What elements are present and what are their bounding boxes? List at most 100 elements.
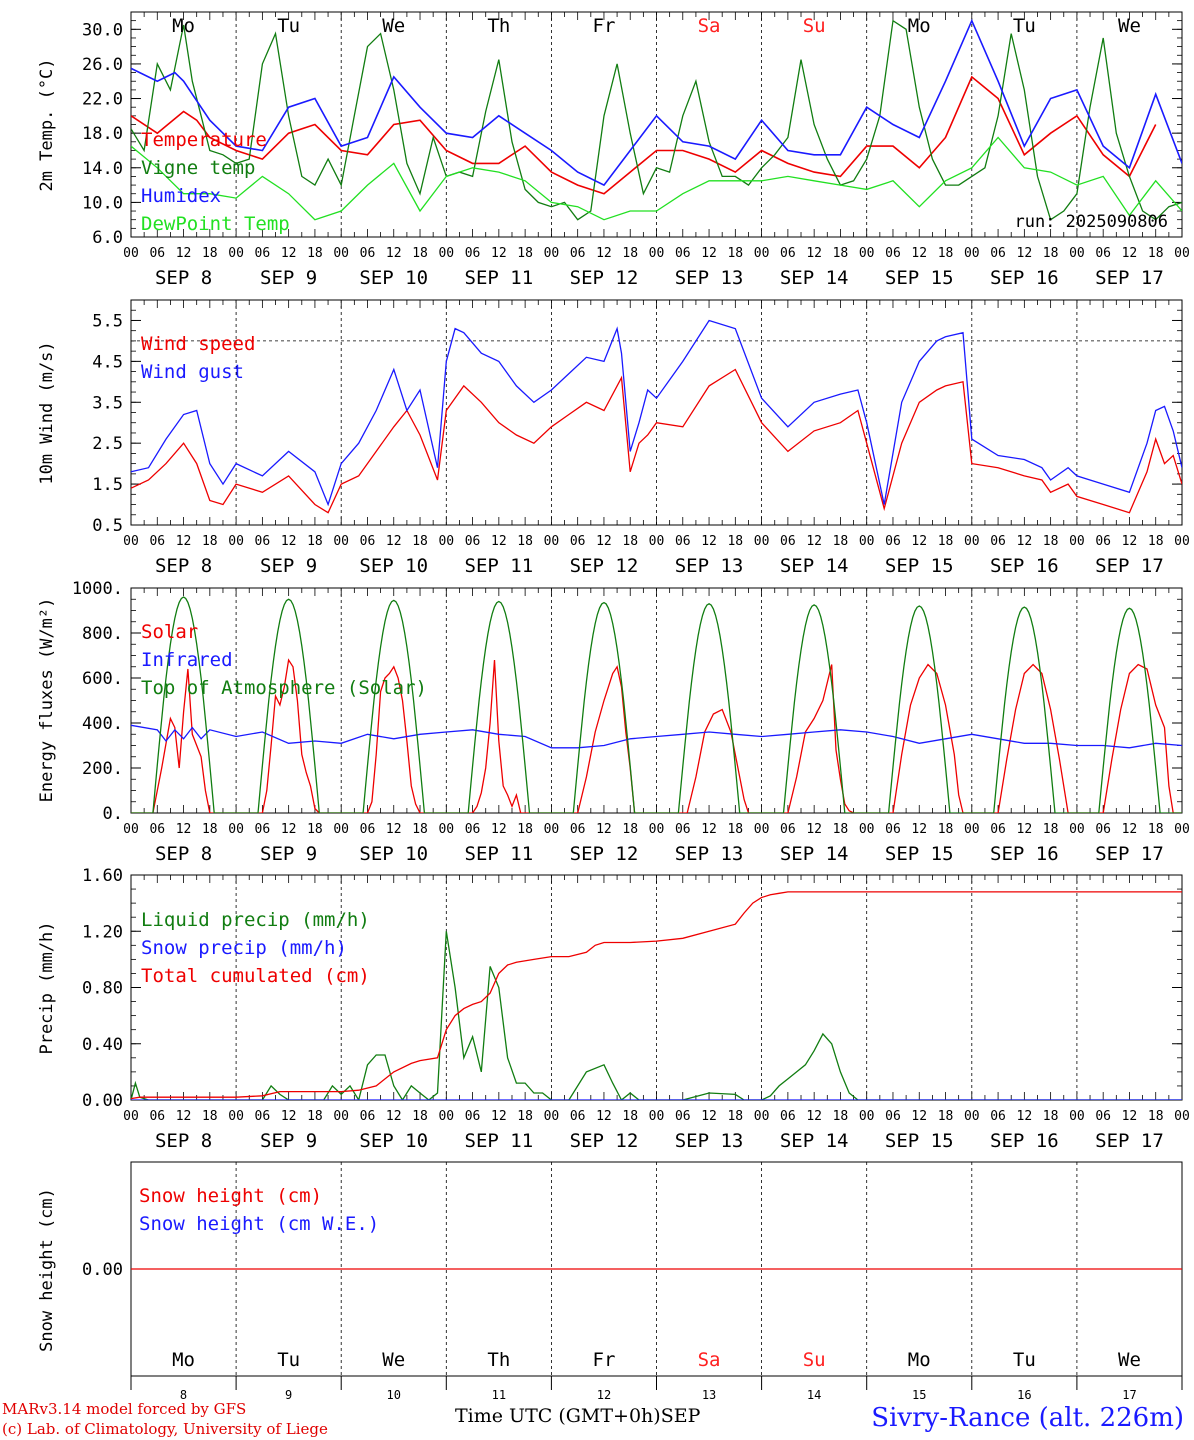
- legend-entry: Wind speed: [141, 333, 255, 355]
- weekday-label: Fr: [593, 15, 616, 37]
- y-tick-label: 600.: [82, 669, 123, 689]
- hour-tick-label: 06: [255, 822, 271, 837]
- y-tick-label: 800.: [82, 624, 123, 644]
- date-label: SEP 17: [1095, 555, 1164, 577]
- hour-tick-label: 18: [307, 1109, 323, 1124]
- hour-tick-label: 12: [386, 822, 402, 837]
- hour-tick-label: 00: [1069, 822, 1085, 837]
- hour-tick-label: 00: [544, 534, 560, 549]
- date-label: SEP 13: [675, 843, 744, 865]
- weekday-label: Mo: [172, 15, 195, 37]
- hour-tick-label: 12: [386, 1109, 402, 1124]
- day-number-label: 13: [702, 1388, 716, 1402]
- hour-tick-label: 12: [281, 1109, 297, 1124]
- date-label: SEP 11: [465, 555, 534, 577]
- hour-tick-label: 12: [1122, 246, 1138, 261]
- date-label: SEP 16: [990, 555, 1059, 577]
- hour-tick-label: 00: [1069, 1109, 1085, 1124]
- hour-tick-label: 00: [964, 822, 980, 837]
- hour-tick-label: 18: [1148, 246, 1164, 261]
- hour-tick-label: 06: [465, 246, 481, 261]
- day-number-label: 9: [285, 1388, 292, 1402]
- hour-tick-label: 12: [386, 534, 402, 549]
- hour-tick-label: 00: [123, 822, 139, 837]
- hour-tick-label: 12: [596, 822, 612, 837]
- y-tick-label: 6.0: [92, 228, 123, 248]
- hour-tick-label: 12: [806, 246, 822, 261]
- hour-tick-label: 18: [727, 246, 743, 261]
- y-tick-label: 10.0: [82, 193, 123, 213]
- hour-tick-label: 06: [255, 534, 271, 549]
- hour-tick-label: 12: [1017, 534, 1033, 549]
- hour-tick-label: 12: [1017, 822, 1033, 837]
- series-line-red: [131, 891, 1182, 1100]
- hour-tick-label: 06: [675, 1109, 691, 1124]
- hour-tick-label: 18: [412, 246, 428, 261]
- hour-tick-label: 12: [281, 822, 297, 837]
- hour-tick-label: 06: [360, 534, 376, 549]
- hour-tick-label: 06: [885, 246, 901, 261]
- hour-tick-label: 00: [649, 822, 665, 837]
- hour-tick-label: 12: [701, 1109, 717, 1124]
- weekday-label-bottom: We: [382, 1349, 405, 1371]
- hour-tick-label: 00: [333, 1109, 349, 1124]
- hour-tick-label: 12: [281, 246, 297, 261]
- hour-tick-label: 00: [754, 822, 770, 837]
- date-label: SEP 11: [465, 1130, 534, 1152]
- date-label: SEP 16: [990, 1130, 1059, 1152]
- hour-tick-label: 12: [596, 246, 612, 261]
- date-label: SEP 15: [885, 555, 954, 577]
- hour-tick-label: 18: [1148, 822, 1164, 837]
- hour-tick-label: 00: [333, 534, 349, 549]
- plot-area: [131, 319, 1182, 514]
- date-label: SEP 14: [780, 843, 849, 865]
- hour-tick-label: 18: [833, 534, 849, 549]
- hour-tick-label: 12: [701, 534, 717, 549]
- legend-entry: Vigne temp: [141, 157, 255, 179]
- hour-tick-label: 18: [307, 246, 323, 261]
- hour-tick-label: 12: [596, 1109, 612, 1124]
- hour-tick-label: 18: [517, 246, 533, 261]
- date-label: SEP 16: [990, 267, 1059, 289]
- hour-tick-label: 06: [149, 1109, 165, 1124]
- hour-tick-label: 18: [307, 534, 323, 549]
- weekday-label: Sa: [698, 15, 721, 37]
- hour-tick-label: 00: [544, 822, 560, 837]
- hour-tick-label: 12: [596, 534, 612, 549]
- hour-tick-label: 18: [1043, 246, 1059, 261]
- panel-frame: [130, 299, 1183, 526]
- hour-tick-label: 18: [727, 534, 743, 549]
- model-credit-text: MARv3.14 model forced by GFS: [2, 1400, 247, 1418]
- legend-entry: Infrared: [141, 649, 233, 671]
- date-label: SEP 8: [155, 555, 212, 577]
- hour-tick-label: 00: [333, 246, 349, 261]
- weekday-label-bottom: Tu: [277, 1349, 300, 1371]
- legend-entry: Snow precip (mm/h): [141, 937, 347, 959]
- day-number-label: 16: [1017, 1388, 1031, 1402]
- y-axis-label: 2m Temp. (°C): [37, 58, 57, 191]
- run-label: run: 2025090806: [1014, 212, 1168, 232]
- hour-tick-label: 06: [149, 246, 165, 261]
- hour-tick-label: 06: [360, 1109, 376, 1124]
- date-label: SEP 8: [155, 1130, 212, 1152]
- weekday-label: Mo: [908, 15, 931, 37]
- hour-tick-label: 18: [517, 534, 533, 549]
- hour-tick-label: 12: [911, 534, 927, 549]
- hour-tick-label: 12: [1017, 246, 1033, 261]
- date-label: SEP 11: [465, 267, 534, 289]
- hour-tick-label: 18: [622, 822, 638, 837]
- hour-tick-label: 18: [1043, 822, 1059, 837]
- hour-tick-label: 12: [386, 246, 402, 261]
- hour-tick-label: 12: [491, 534, 507, 549]
- hour-tick-label: 00: [438, 1109, 454, 1124]
- hour-tick-label: 00: [754, 1109, 770, 1124]
- hour-tick-label: 00: [228, 534, 244, 549]
- y-tick-label: 14.0: [82, 159, 123, 179]
- date-label: SEP 15: [885, 267, 954, 289]
- hour-tick-label: 18: [938, 534, 954, 549]
- y-tick-label: 5.5: [92, 311, 123, 331]
- y-tick-label: 26.0: [82, 55, 123, 75]
- weekday-label-bottom: Mo: [172, 1349, 195, 1371]
- series-line-green: [131, 19, 1182, 221]
- hour-tick-label: 06: [255, 1109, 271, 1124]
